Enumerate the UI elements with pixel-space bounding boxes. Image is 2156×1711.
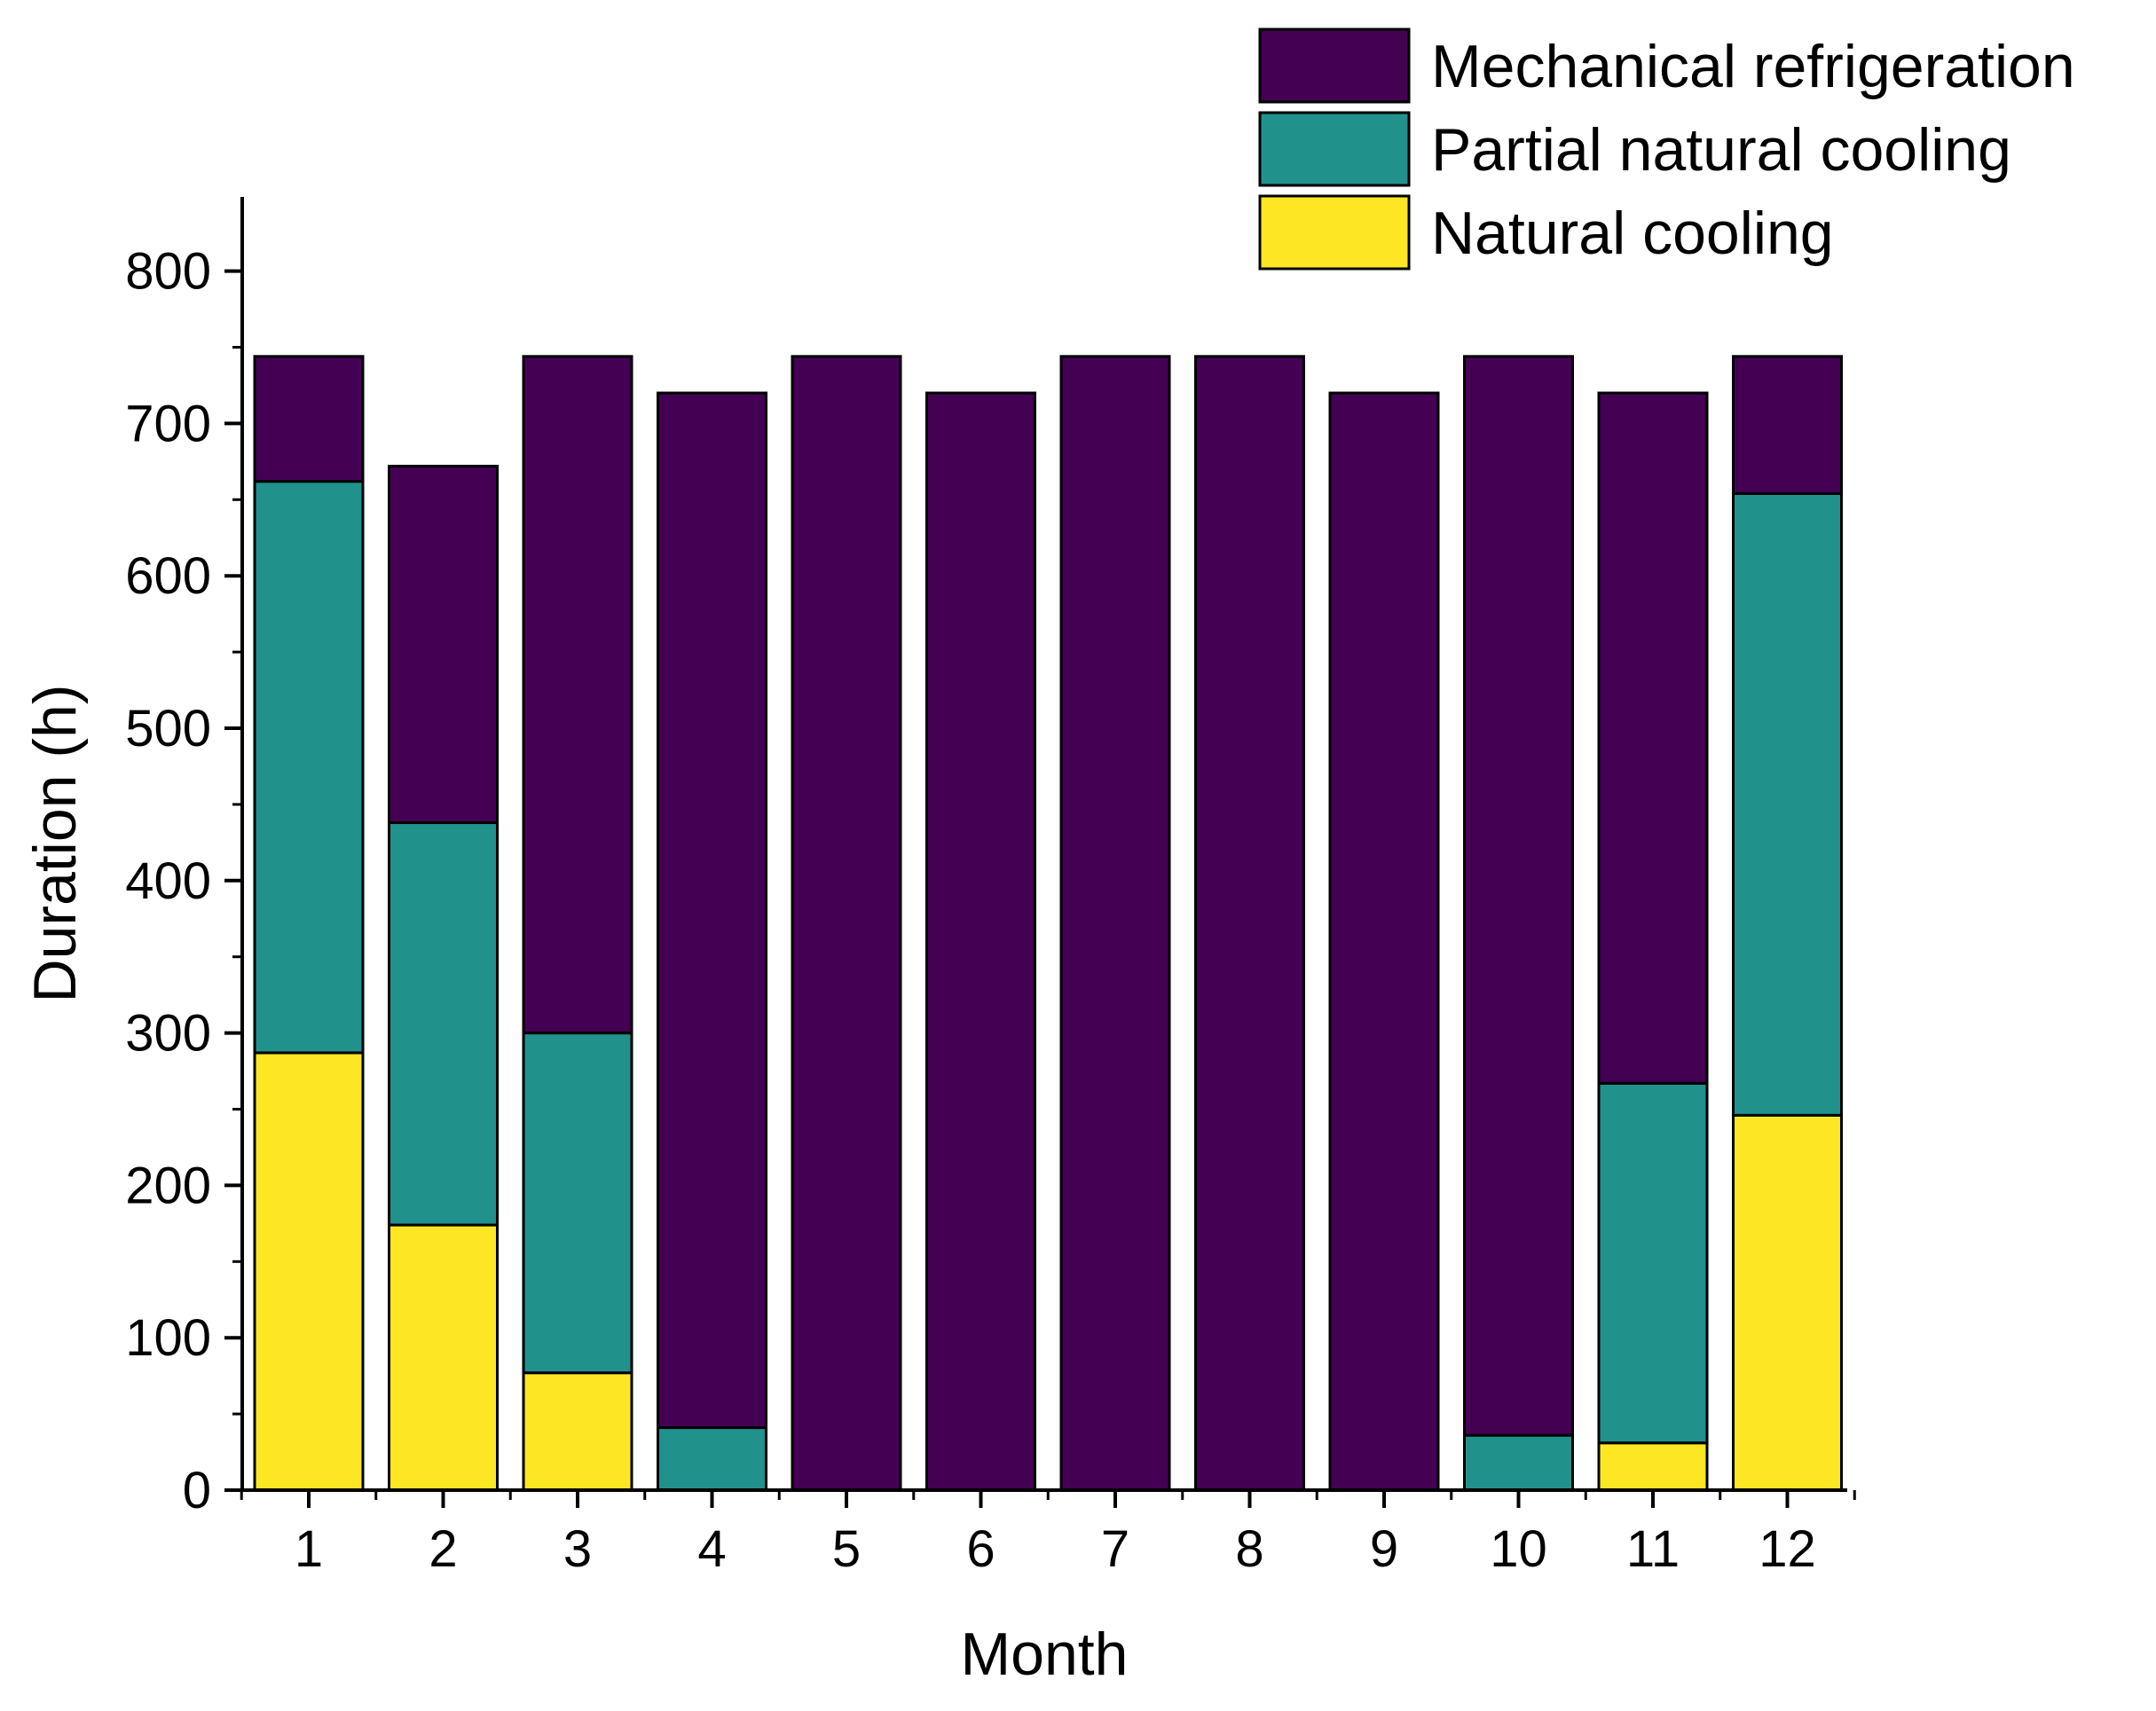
- bar-month-1-mechanical-refrigeration: [253, 355, 365, 483]
- bar-month-9-mechanical-refrigeration: [1328, 391, 1440, 1492]
- x-axis-title: Month: [961, 1621, 1129, 1688]
- bar-month-12-natural-cooling: [1732, 1113, 1843, 1492]
- bar-month-1-partial-natural-cooling: [253, 480, 365, 1055]
- x-tick-label: 2: [429, 1520, 457, 1578]
- bar-month-11-partial-natural-cooling: [1597, 1081, 1709, 1445]
- bar-month-12-mechanical-refrigeration: [1732, 355, 1843, 495]
- x-tick-label: 8: [1235, 1520, 1263, 1578]
- y-tick-label: 400: [125, 852, 211, 910]
- y-tick-label: 300: [125, 1005, 211, 1063]
- bar-month-10-mechanical-refrigeration: [1463, 355, 1574, 1437]
- bar-month-12-partial-natural-cooling: [1732, 491, 1843, 1117]
- y-tick-label: 200: [125, 1157, 211, 1214]
- y-tick-label: 500: [125, 700, 211, 757]
- bar-month-10-partial-natural-cooling: [1463, 1433, 1574, 1492]
- y-tick-label: 100: [125, 1309, 211, 1367]
- legend-label: Natural cooling: [1431, 200, 1834, 267]
- bar-month-2-natural-cooling: [388, 1223, 499, 1492]
- legend: Mechanical refrigeration Partial natural …: [1258, 27, 2075, 271]
- x-tick-label: 5: [832, 1520, 861, 1578]
- bar-month-3-mechanical-refrigeration: [522, 355, 633, 1035]
- bar-month-3-natural-cooling: [522, 1371, 633, 1492]
- y-tick-label: 0: [183, 1462, 211, 1519]
- bar-month-6-mechanical-refrigeration: [925, 391, 1036, 1492]
- legend-label: Partial natural cooling: [1431, 116, 2011, 184]
- x-tick-label: 11: [1626, 1520, 1680, 1578]
- x-tick-label: 3: [563, 1520, 592, 1578]
- legend-swatch-natural-cooling: [1258, 194, 1411, 271]
- x-tick-label: 7: [1101, 1520, 1129, 1578]
- bar-month-2-partial-natural-cooling: [388, 821, 499, 1227]
- legend-swatch-partial-natural-cooling: [1258, 111, 1411, 187]
- bar-month-5-mechanical-refrigeration: [791, 355, 902, 1492]
- bar-month-3-partial-natural-cooling: [522, 1032, 633, 1375]
- x-tick-label: 1: [295, 1520, 323, 1578]
- x-tick-label: 4: [697, 1520, 726, 1578]
- y-tick-label: 700: [125, 395, 211, 452]
- bar-month-11-mechanical-refrigeration: [1597, 391, 1709, 1085]
- bars-layer: [253, 355, 1843, 1492]
- x-tick-label: 6: [966, 1520, 995, 1578]
- x-tick-label: 12: [1759, 1520, 1816, 1578]
- y-axis-title: Duration (h): [21, 684, 89, 1002]
- x-tick-label: 10: [1490, 1520, 1547, 1578]
- bar-month-4-partial-natural-cooling: [657, 1426, 767, 1492]
- x-tick-label: 9: [1370, 1520, 1398, 1578]
- bar-month-11-natural-cooling: [1597, 1441, 1709, 1492]
- bar-month-4-mechanical-refrigeration: [657, 391, 767, 1430]
- y-tick-label: 600: [125, 547, 211, 605]
- legend-swatch-mechanical-refrigeration: [1258, 27, 1411, 104]
- bar-month-1-natural-cooling: [253, 1051, 365, 1492]
- legend-label: Mechanical refrigeration: [1431, 33, 2075, 100]
- y-tick-label: 800: [125, 243, 211, 301]
- bar-month-2-mechanical-refrigeration: [388, 465, 499, 825]
- bar-month-8-mechanical-refrigeration: [1194, 355, 1305, 1492]
- bar-month-7-mechanical-refrigeration: [1059, 355, 1171, 1492]
